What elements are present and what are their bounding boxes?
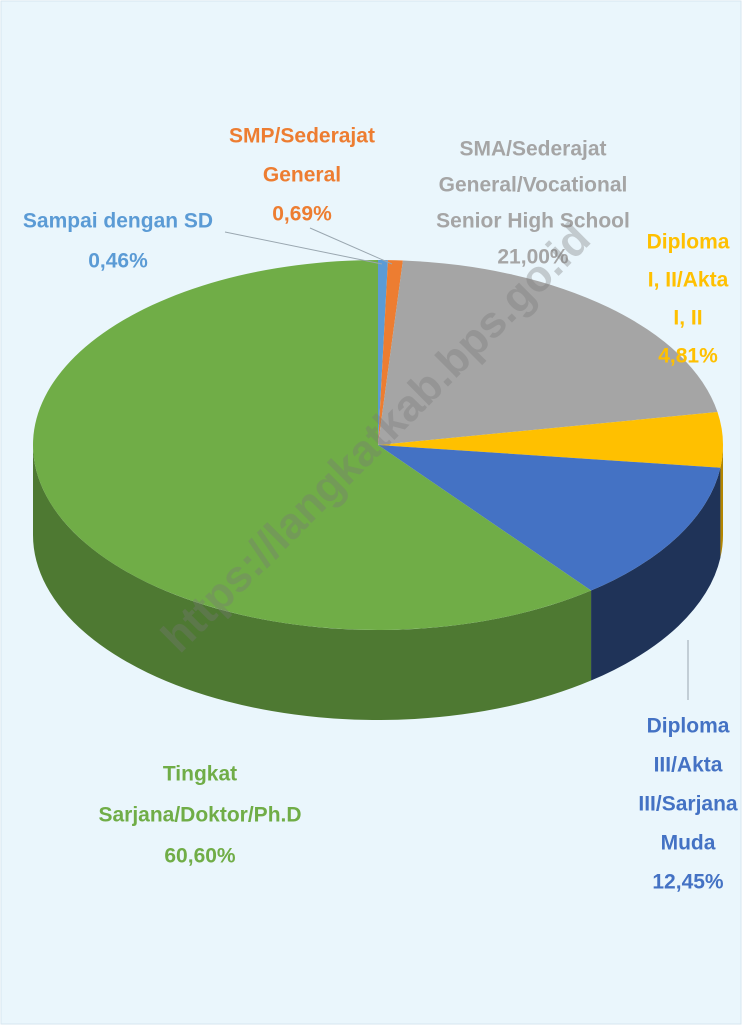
value-label: 0,46% xyxy=(88,250,148,273)
slice-label: Muda xyxy=(661,832,716,855)
value-label: 21,00% xyxy=(497,246,569,269)
slice xyxy=(378,260,718,445)
leader-line xyxy=(224,231,383,265)
slice xyxy=(378,445,721,591)
value-label: 12,45% xyxy=(652,871,724,894)
slice-label: SMP/Sederajat xyxy=(229,125,375,148)
leader-line xyxy=(309,227,393,265)
value-label: 4,81% xyxy=(658,345,718,368)
slice-side xyxy=(33,445,592,720)
slice-label: I, II xyxy=(673,307,702,330)
slice-label: Diploma xyxy=(647,231,730,254)
slice-label: SMA/Sederajat xyxy=(459,138,606,161)
slice-label: I, II/Akta xyxy=(648,269,729,292)
slice-label: Senior High School xyxy=(436,210,630,233)
slice xyxy=(33,260,592,630)
slice-label: Diploma xyxy=(647,715,730,738)
slice xyxy=(378,260,403,445)
slice-label: Sarjana/Doktor/Ph.D xyxy=(98,804,301,827)
slice-label: Sampai dengan SD xyxy=(23,210,213,233)
value-label: 0,69% xyxy=(272,203,332,226)
slice xyxy=(378,412,723,468)
slice-label: Tingkat xyxy=(163,763,237,786)
slice xyxy=(378,260,388,445)
slice-label: General/Vocational xyxy=(439,174,628,197)
slice-side xyxy=(591,467,721,681)
slice-label: III/Akta xyxy=(654,754,723,777)
value-label: 60,60% xyxy=(164,845,236,868)
slice-label: General xyxy=(263,164,341,187)
slice-label: III/Sarjana xyxy=(638,793,738,816)
slice-side xyxy=(720,445,723,558)
